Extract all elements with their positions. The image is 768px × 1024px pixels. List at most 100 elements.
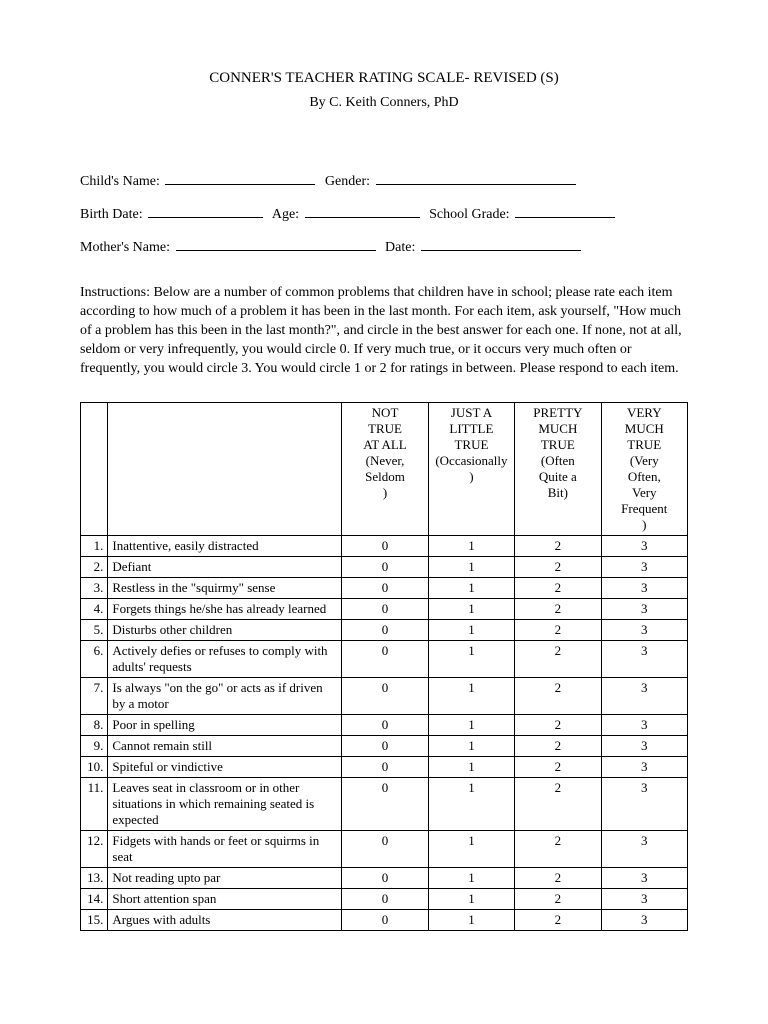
field-row-1: Child's Name: Gender: [80, 171, 688, 190]
instructions-block: Instructions: Below are a number of comm… [80, 284, 688, 378]
hdr-c2-l6: Bit) [519, 485, 596, 501]
rating-cell-1[interactable]: 1 [428, 599, 514, 620]
table-row: 1.Inattentive, easily distracted0123 [81, 536, 688, 557]
rating-cell-3[interactable]: 3 [601, 889, 687, 910]
rating-cell-3[interactable]: 3 [601, 678, 687, 715]
rating-cell-0[interactable]: 0 [342, 536, 428, 557]
rating-cell-1[interactable]: 1 [428, 536, 514, 557]
rating-cell-0[interactable]: 0 [342, 757, 428, 778]
rating-cell-1[interactable]: 1 [428, 910, 514, 931]
gender-blank[interactable] [376, 171, 576, 185]
rating-cell-2[interactable]: 2 [515, 599, 601, 620]
item-text: Leaves seat in classroom or in other sit… [108, 778, 342, 831]
table-row: 14.Short attention span0123 [81, 889, 688, 910]
field-row-3: Mother's Name: Date: [80, 237, 688, 256]
school-grade-label: School Grade: [429, 207, 509, 222]
rating-cell-0[interactable]: 0 [342, 910, 428, 931]
rating-cell-1[interactable]: 1 [428, 831, 514, 868]
rating-cell-3[interactable]: 3 [601, 536, 687, 557]
rating-cell-1[interactable]: 1 [428, 557, 514, 578]
rating-cell-3[interactable]: 3 [601, 757, 687, 778]
rating-cell-2[interactable]: 2 [515, 641, 601, 678]
table-row: 7.Is always "on the go" or acts as if dr… [81, 678, 688, 715]
rating-cell-2[interactable]: 2 [515, 736, 601, 757]
rating-cell-3[interactable]: 3 [601, 831, 687, 868]
rating-cell-0[interactable]: 0 [342, 736, 428, 757]
school-grade-blank[interactable] [515, 204, 615, 218]
rating-cell-0[interactable]: 0 [342, 831, 428, 868]
rating-cell-1[interactable]: 1 [428, 868, 514, 889]
table-row: 10.Spiteful or vindictive0123 [81, 757, 688, 778]
date-blank[interactable] [421, 237, 581, 251]
rating-cell-3[interactable]: 3 [601, 910, 687, 931]
rating-cell-2[interactable]: 2 [515, 889, 601, 910]
hdr-c0-l5: Seldom [346, 469, 423, 485]
hdr-c1-l1: JUST A [433, 405, 510, 421]
rating-cell-3[interactable]: 3 [601, 778, 687, 831]
hdr-c0-l2: TRUE [346, 421, 423, 437]
rating-cell-0[interactable]: 0 [342, 715, 428, 736]
item-number: 8. [81, 715, 108, 736]
rating-cell-2[interactable]: 2 [515, 715, 601, 736]
item-number: 7. [81, 678, 108, 715]
item-number: 15. [81, 910, 108, 931]
rating-cell-1[interactable]: 1 [428, 757, 514, 778]
rating-cell-0[interactable]: 0 [342, 620, 428, 641]
table-header-row: NOT TRUE AT ALL (Never, Seldom ) JUST A … [81, 403, 688, 536]
date-label: Date: [385, 240, 415, 255]
rating-cell-3[interactable]: 3 [601, 599, 687, 620]
rating-cell-2[interactable]: 2 [515, 868, 601, 889]
rating-cell-2[interactable]: 2 [515, 557, 601, 578]
item-text: Disturbs other children [108, 620, 342, 641]
rating-cell-3[interactable]: 3 [601, 868, 687, 889]
rating-cell-1[interactable]: 1 [428, 889, 514, 910]
rating-cell-2[interactable]: 2 [515, 678, 601, 715]
rating-cell-0[interactable]: 0 [342, 889, 428, 910]
rating-cell-3[interactable]: 3 [601, 736, 687, 757]
rating-cell-2[interactable]: 2 [515, 910, 601, 931]
rating-cell-2[interactable]: 2 [515, 757, 601, 778]
rating-cell-2[interactable]: 2 [515, 578, 601, 599]
rating-cell-2[interactable]: 2 [515, 778, 601, 831]
table-row: 15.Argues with adults0123 [81, 910, 688, 931]
rating-cell-1[interactable]: 1 [428, 715, 514, 736]
rating-cell-1[interactable]: 1 [428, 678, 514, 715]
rating-cell-0[interactable]: 0 [342, 868, 428, 889]
birth-date-blank[interactable] [148, 204, 263, 218]
rating-cell-0[interactable]: 0 [342, 599, 428, 620]
rating-cell-2[interactable]: 2 [515, 536, 601, 557]
rating-cell-1[interactable]: 1 [428, 641, 514, 678]
item-number: 2. [81, 557, 108, 578]
rating-cell-3[interactable]: 3 [601, 557, 687, 578]
rating-cell-1[interactable]: 1 [428, 736, 514, 757]
item-number: 3. [81, 578, 108, 599]
hdr-c3-l6: Very [606, 485, 683, 501]
rating-cell-0[interactable]: 0 [342, 557, 428, 578]
rating-cell-0[interactable]: 0 [342, 778, 428, 831]
rating-cell-0[interactable]: 0 [342, 678, 428, 715]
item-text: Actively defies or refuses to comply wit… [108, 641, 342, 678]
rating-cell-3[interactable]: 3 [601, 641, 687, 678]
rating-cell-1[interactable]: 1 [428, 778, 514, 831]
hdr-c3-l1: VERY [606, 405, 683, 421]
age-blank[interactable] [305, 204, 420, 218]
rating-cell-1[interactable]: 1 [428, 620, 514, 641]
rating-cell-3[interactable]: 3 [601, 715, 687, 736]
rating-cell-3[interactable]: 3 [601, 578, 687, 599]
child-name-blank[interactable] [165, 171, 315, 185]
mother-name-blank[interactable] [176, 237, 376, 251]
rating-cell-0[interactable]: 0 [342, 641, 428, 678]
item-text: Is always "on the go" or acts as if driv… [108, 678, 342, 715]
hdr-c3-l2: MUCH [606, 421, 683, 437]
table-row: 4.Forgets things he/she has already lear… [81, 599, 688, 620]
table-row: 5.Disturbs other children0123 [81, 620, 688, 641]
rating-cell-3[interactable]: 3 [601, 620, 687, 641]
table-row: 13.Not reading upto par0123 [81, 868, 688, 889]
rating-table-body: 1.Inattentive, easily distracted01232.De… [81, 536, 688, 931]
rating-cell-0[interactable]: 0 [342, 578, 428, 599]
rating-cell-2[interactable]: 2 [515, 620, 601, 641]
rating-cell-2[interactable]: 2 [515, 831, 601, 868]
item-text: Poor in spelling [108, 715, 342, 736]
rating-cell-1[interactable]: 1 [428, 578, 514, 599]
item-text: Not reading upto par [108, 868, 342, 889]
